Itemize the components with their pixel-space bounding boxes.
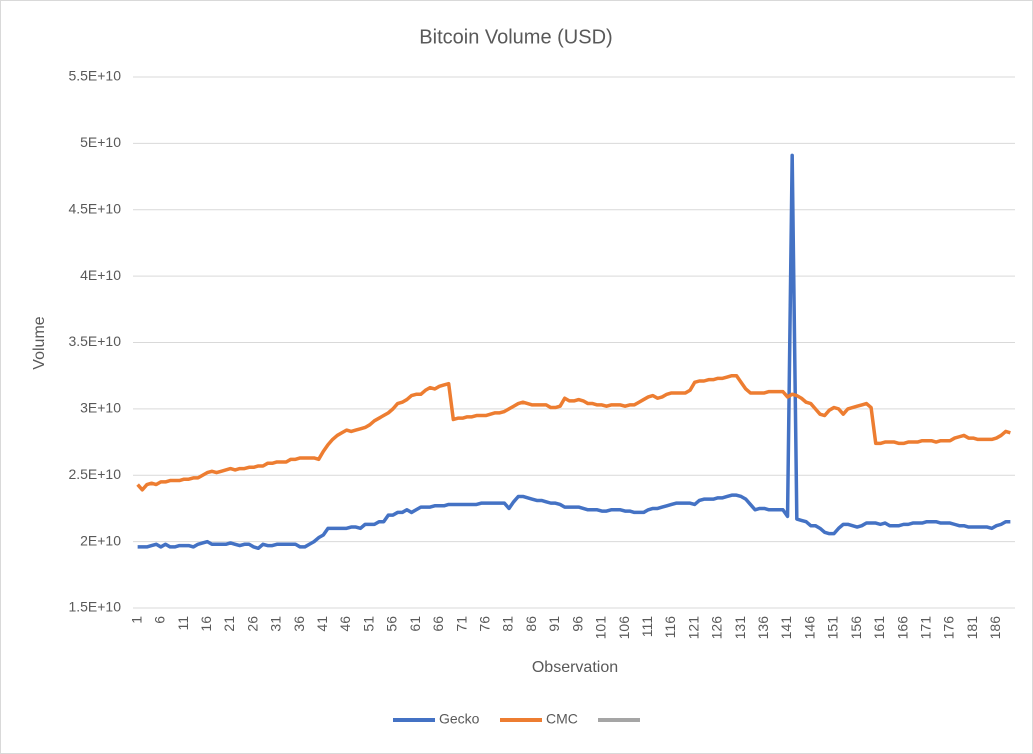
x-tick-label: 146 xyxy=(801,616,817,640)
x-tick-label: 121 xyxy=(685,616,701,640)
x-tick-label: 36 xyxy=(291,616,307,632)
x-tick-label: 161 xyxy=(871,616,887,640)
data-line xyxy=(137,153,1011,551)
y-axis-title: Volume xyxy=(31,316,48,369)
x-tick-label: 176 xyxy=(941,616,957,640)
x-tick-label: 136 xyxy=(755,616,771,640)
y-tick-label: 1.5E+10 xyxy=(68,599,121,615)
y-tick-label: 5.5E+10 xyxy=(68,68,121,84)
x-tick-label: 51 xyxy=(360,616,376,632)
chart-title: Bitcoin Volume (USD) xyxy=(419,26,612,48)
x-tick-label: 171 xyxy=(918,616,934,640)
legend-label: Gecko xyxy=(439,711,480,727)
x-tick-label: 1 xyxy=(128,616,144,624)
x-tick-label: 106 xyxy=(616,616,632,640)
x-tick-label: 181 xyxy=(964,616,980,640)
x-tick-label: 131 xyxy=(732,616,748,640)
x-tick-label: 186 xyxy=(987,616,1003,640)
y-tick-label: 2.5E+10 xyxy=(68,466,121,482)
data-line xyxy=(136,373,1011,492)
x-tick-label: 46 xyxy=(337,616,353,632)
y-tick-label: 4.5E+10 xyxy=(68,200,121,216)
x-tick-label: 56 xyxy=(384,616,400,632)
x-tick-label: 116 xyxy=(662,616,678,639)
x-tick-label: 91 xyxy=(546,616,562,632)
x-tick-label: 26 xyxy=(244,616,260,632)
x-tick-label: 31 xyxy=(268,616,284,632)
x-tick-label: 66 xyxy=(430,616,446,632)
x-tick-label: 41 xyxy=(314,616,330,632)
x-tick-label: 96 xyxy=(569,616,585,632)
x-tick-label: 101 xyxy=(593,616,609,640)
x-tick-label: 6 xyxy=(152,616,168,624)
x-tick-label: 111 xyxy=(639,616,655,637)
y-tick-label: 2E+10 xyxy=(80,532,121,548)
y-tick-label: 4E+10 xyxy=(80,267,121,283)
y-tick-label: 5E+10 xyxy=(80,134,121,150)
y-tick-label: 3E+10 xyxy=(80,400,121,416)
x-tick-label: 81 xyxy=(500,616,516,632)
legend-label: CMC xyxy=(546,711,578,727)
x-tick-label: 126 xyxy=(709,616,725,640)
x-axis-title: Observation xyxy=(532,659,618,676)
x-tick-label: 76 xyxy=(477,616,493,632)
x-tick-label: 16 xyxy=(198,616,214,632)
x-tick-label: 156 xyxy=(848,616,864,640)
y-tick-label: 3.5E+10 xyxy=(68,333,121,349)
x-tick-label: 71 xyxy=(453,616,469,632)
x-tick-label: 11 xyxy=(175,616,191,631)
x-tick-label: 151 xyxy=(825,616,841,640)
x-tick-label: 21 xyxy=(221,616,237,632)
x-tick-label: 86 xyxy=(523,616,539,632)
x-tick-label: 166 xyxy=(894,616,910,640)
x-tick-label: 61 xyxy=(407,616,423,632)
x-tick-label: 141 xyxy=(778,616,794,640)
